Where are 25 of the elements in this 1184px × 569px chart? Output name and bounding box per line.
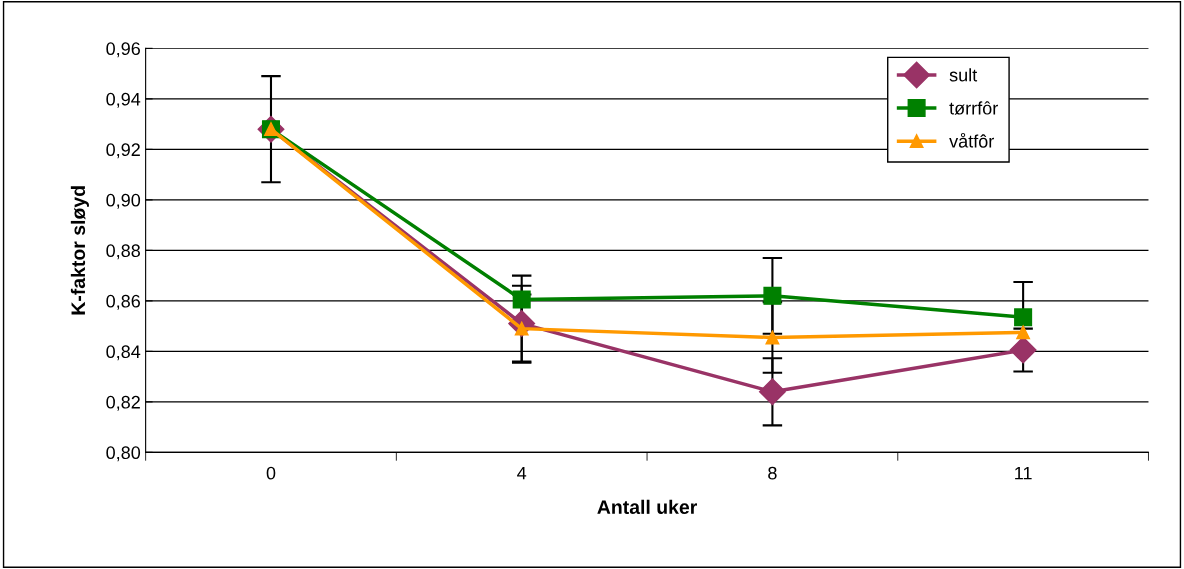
- y-tick-label: 0,94: [106, 92, 141, 108]
- legend-label: våtfôr: [949, 132, 994, 148]
- y-tick-label: 0,86: [106, 294, 140, 310]
- x-tick-label: 8: [768, 466, 777, 480]
- y-tick-label: 0,82: [106, 395, 140, 411]
- point: [765, 330, 780, 345]
- y-tick-label: 0,84: [106, 345, 141, 361]
- y-axis-title: K-faktor sløyd: [70, 186, 89, 315]
- point: [1014, 308, 1033, 327]
- point: [763, 286, 782, 305]
- y-tick-label: 0,92: [106, 143, 140, 159]
- legend-label: tørrfôr: [949, 101, 998, 115]
- x-axis-title: Antall uker: [597, 499, 698, 515]
- point: [758, 378, 786, 406]
- y-tick-label: 0,90: [106, 193, 141, 209]
- x-tick-label: 0: [266, 466, 276, 480]
- x-tick-label: 4: [517, 466, 527, 480]
- point: [1009, 336, 1037, 364]
- x-tick-label: 11: [1015, 466, 1032, 480]
- y-tick-label: 0,80: [106, 446, 141, 462]
- legend-label: sult: [949, 68, 978, 82]
- point: [1016, 325, 1031, 340]
- y-tick-label: 0,96: [106, 42, 140, 58]
- point: [512, 290, 531, 309]
- y-tick-label: 0,88: [106, 244, 140, 260]
